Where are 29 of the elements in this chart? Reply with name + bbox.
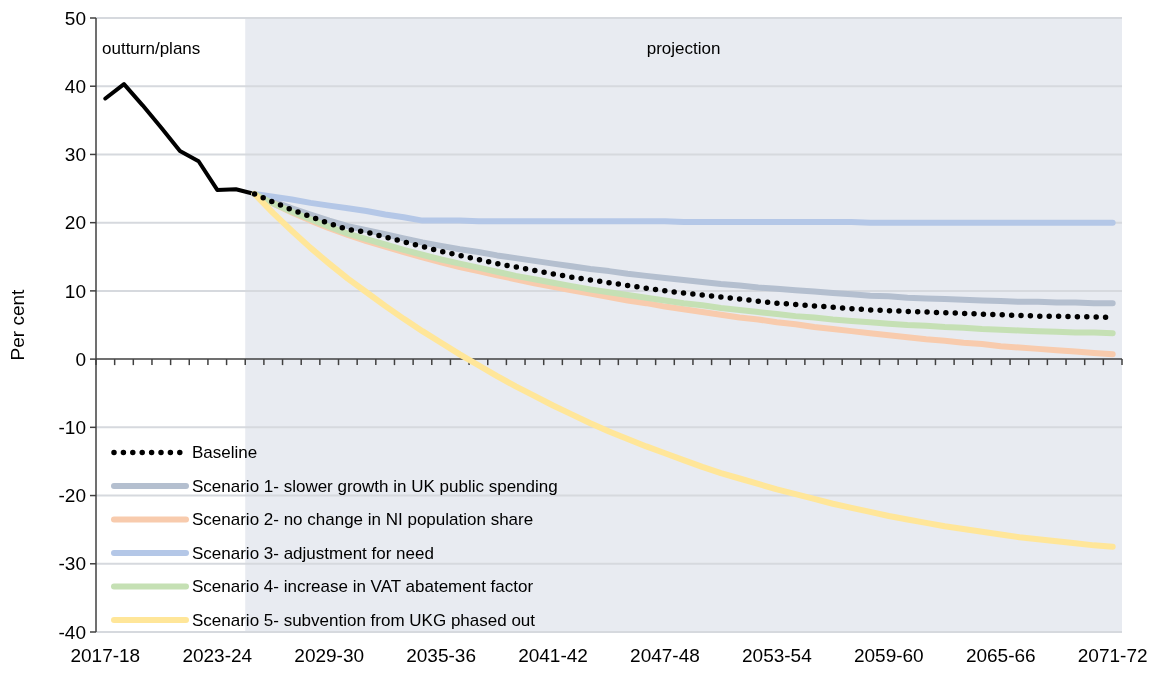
y-tick-label: 20 <box>64 212 86 234</box>
y-axis-title: Per cent <box>7 288 28 361</box>
x-tick-label: 2023-24 <box>182 645 253 666</box>
x-tick-label: 2071-72 <box>1077 645 1148 666</box>
annotation: projection <box>646 39 721 58</box>
y-tick-label: 30 <box>64 144 86 166</box>
legend-label: Scenario 3- adjustment for need <box>192 543 434 563</box>
annotation: outturn/plans <box>102 39 201 58</box>
y-tick-label: 50 <box>64 7 86 29</box>
y-tick-label: 10 <box>64 280 86 302</box>
y-tick-label: 40 <box>64 75 86 97</box>
y-tick-label: -30 <box>58 553 86 575</box>
legend-label: Scenario 5- subvention from UKG phased out <box>192 610 536 630</box>
x-tick-label: 2017-18 <box>70 645 141 666</box>
y-tick-label: -40 <box>58 621 86 643</box>
x-tick-label: 2035-36 <box>406 645 476 666</box>
x-tick-label: 2065-66 <box>965 645 1036 666</box>
x-tick-label: 2029-30 <box>294 645 365 666</box>
y-tick-label: -20 <box>58 485 86 507</box>
legend-label: Baseline <box>192 443 258 463</box>
legend-label: Scenario 2- no change in NI population share <box>192 510 534 530</box>
x-tick-label: 2041-42 <box>518 645 588 666</box>
y-tick-label: -10 <box>58 416 86 438</box>
x-tick-label: 2053-54 <box>742 645 813 666</box>
legend-label: Scenario 4- increase in VAT abatement factor <box>192 577 534 597</box>
x-tick-label: 2059-60 <box>853 645 924 666</box>
y-tick-label: 0 <box>75 348 86 370</box>
legend-label: Scenario 1- slower growth in UK public spending <box>192 476 558 496</box>
x-tick-label: 2047-48 <box>630 645 700 666</box>
